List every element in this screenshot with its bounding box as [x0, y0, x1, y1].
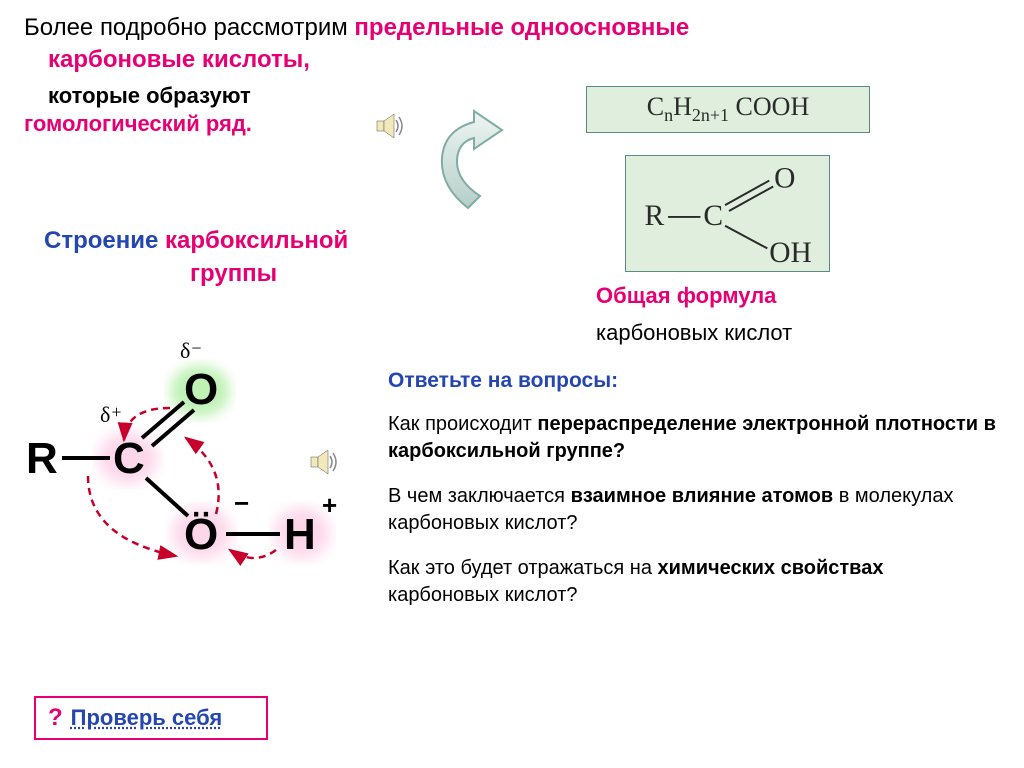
title-lead: Более подробно рассмотрим — [24, 14, 354, 41]
audio-icon[interactable] — [376, 112, 406, 140]
subtitle-part2: гомологический ряд. — [24, 111, 252, 136]
carboxyl-molecule-diagram: R C O Ö H δ− δ+ − + — [18, 338, 353, 598]
atom-O-bottom: Ö — [184, 510, 218, 559]
atom-H: H — [284, 510, 316, 559]
check-yourself-label: Проверь себя — [71, 705, 223, 731]
atom-C: C — [113, 434, 145, 483]
formula-OH: OH — [769, 237, 812, 269]
general-formula-box: CnH2n+1 COOH — [586, 86, 870, 133]
general-formula-label: Общая формула — [596, 283, 776, 309]
section-heading-line2: группы — [190, 260, 277, 288]
formula-R: R — [644, 200, 664, 232]
slide-title-line2: карбоновые кислоты, — [0, 44, 1024, 76]
section-heading-line1: Строение карбоксильной — [44, 227, 348, 255]
structural-formula-box: R C O OH — [625, 155, 830, 272]
delta-plus-C: δ+ — [100, 402, 122, 427]
atom-O-top: O — [184, 365, 218, 414]
general-formula-sublabel: карбоновых кислот — [596, 320, 792, 346]
slide-title: Более подробно рассмотрим предельные одн… — [0, 0, 1024, 44]
formula-C: C — [703, 200, 723, 232]
title-highlight2: карбоновые кислоты, — [48, 46, 310, 73]
title-highlight: предельные одноосновные — [354, 14, 689, 41]
questions-block: Ответьте на вопросы: Как происходит пере… — [388, 369, 998, 627]
curved-arrow-icon — [420, 108, 532, 220]
subtitle-part1: которые образуют — [48, 83, 251, 108]
questions-title: Ответьте на вопросы: — [388, 369, 998, 393]
section-highlight2: группы — [190, 260, 277, 287]
delta-minus-top: δ− — [180, 338, 202, 363]
question-1: Как происходит перераспределение электро… — [388, 411, 998, 465]
question-2: В чем заключается взаимное влияние атомо… — [388, 483, 998, 537]
question-mark-icon: ? — [48, 704, 63, 732]
atom-R: R — [26, 434, 58, 483]
section-lead: Строение — [44, 227, 165, 254]
formula-O: O — [774, 162, 795, 194]
check-yourself-button[interactable]: ? Проверь себя — [34, 696, 268, 740]
formula-text: CnH2n+1 COOH — [647, 92, 809, 126]
subtitle-row: которые образуют — [0, 77, 1024, 109]
section-highlight: карбоксильной — [165, 227, 348, 254]
minus-O: − — [234, 488, 249, 518]
question-3: Как это будет отражаться на химических с… — [388, 555, 998, 609]
plus-H: + — [322, 490, 337, 520]
